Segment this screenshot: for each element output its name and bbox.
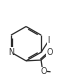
Text: N: N xyxy=(8,48,14,57)
Text: O: O xyxy=(47,48,53,57)
Text: I: I xyxy=(47,36,50,45)
Text: O: O xyxy=(40,67,47,76)
